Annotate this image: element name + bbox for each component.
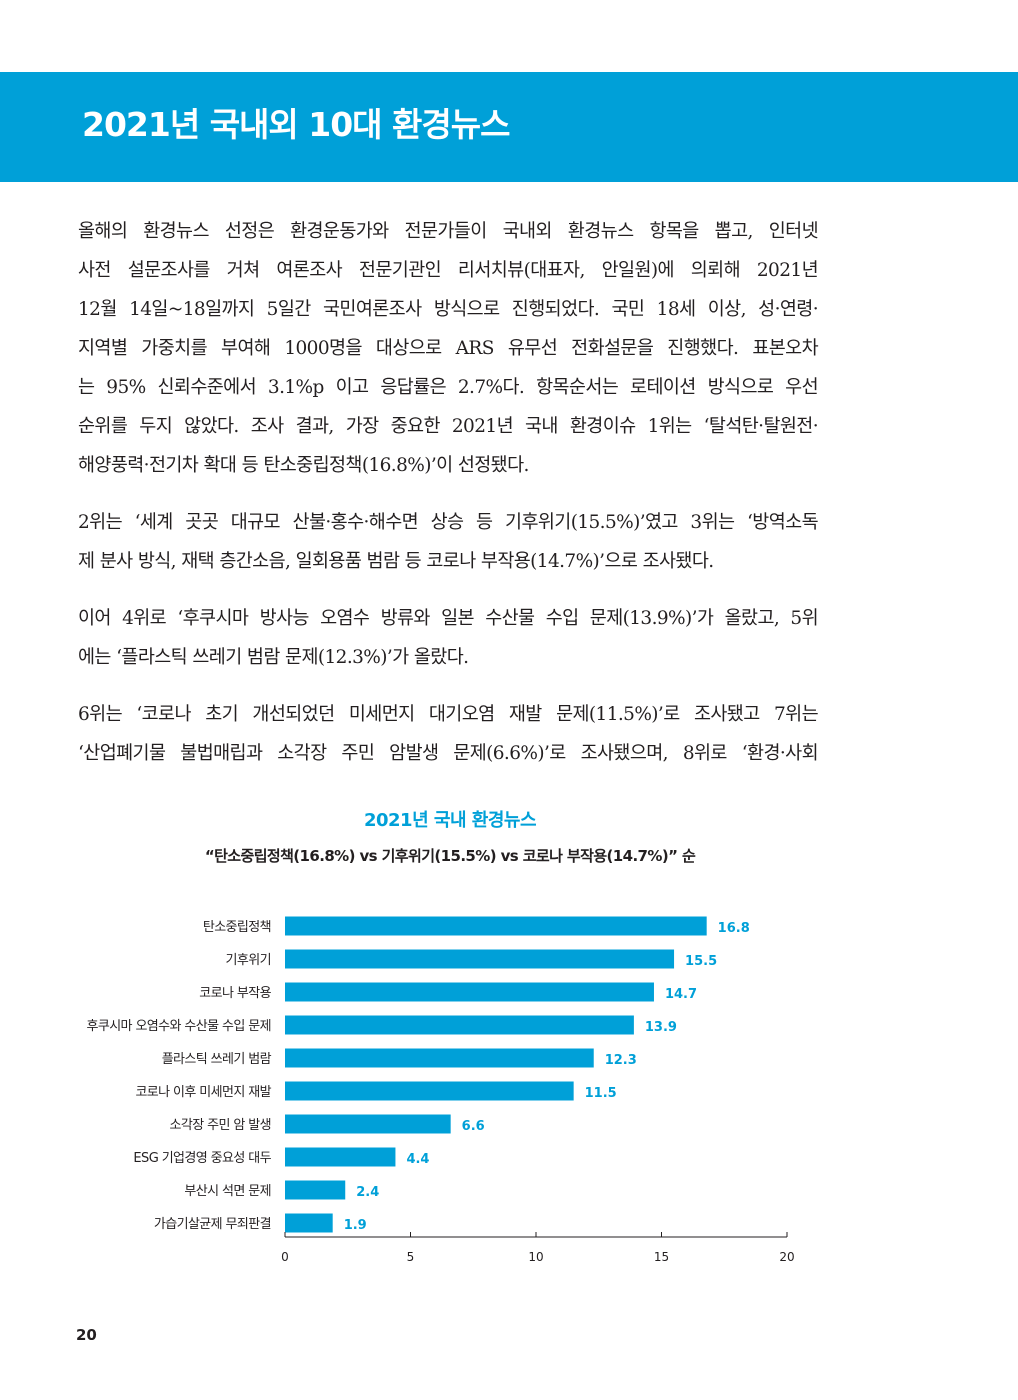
- category-label: 후쿠시마 오염수와 수산물 수입 문제: [86, 1019, 271, 1034]
- bar-chart: 탄소중립정책 16.8 기후위기 15.5 코로나 부작용 14.7 후쿠시마 오염수와 수…: [86, 916, 795, 1264]
- data-label: 16.8: [718, 921, 750, 936]
- x-tick-label: 15: [654, 1250, 669, 1264]
- bar: [285, 1114, 451, 1134]
- bar: [285, 1147, 396, 1167]
- paragraph: 이어 4위로 ‘후쿠시마 방사능 오염수 방류와 일본 수산물 수입 문제(13…: [78, 599, 819, 677]
- category-label: 가습기살균제 무죄판결: [154, 1217, 271, 1232]
- chart-subtitle: “탄소중립정책(16.8%) vs 기후위기(15.5%) vs 코로나 부작용…: [204, 847, 696, 865]
- data-label: 13.9: [645, 1020, 677, 1035]
- page-title: 2021년 국내외 10대 환경뉴스: [82, 105, 510, 144]
- text-line: 제 분사 방식, 재택 층간소음, 일회용품 범람 등 코로나 부작용(14.7…: [78, 551, 714, 572]
- data-label: 11.5: [585, 1086, 617, 1101]
- x-tick-label: 10: [528, 1250, 543, 1264]
- bar: [285, 916, 707, 936]
- text-line: 해양풍력·전기차 확대 등 탄소중립정책(16.8%)’이 선정됐다.: [78, 455, 529, 476]
- x-tick-label: 0: [281, 1250, 289, 1264]
- bar: [285, 1213, 333, 1233]
- data-label: 12.3: [605, 1053, 637, 1068]
- data-label: 15.5: [685, 954, 717, 969]
- text-line: 순위를 두지 않았다. 조사 결과, 가장 중요한 2021년 국내 환경이슈 …: [78, 416, 819, 437]
- category-label: 탄소중립정책: [203, 920, 271, 935]
- bar: [285, 1180, 346, 1200]
- data-label: 2.4: [356, 1185, 379, 1200]
- x-tick-label: 20: [779, 1250, 794, 1264]
- bar: [285, 949, 675, 969]
- text-line: 2위는 ‘세계 곳곳 대규모 산불·홍수·해수면 상승 등 기후위기(15.5%…: [78, 512, 819, 533]
- article-body: 올해의 환경뉴스 선정은 환경운동가와 전문가들이 국내외 환경뉴스 항목을 뽑…: [78, 212, 819, 791]
- title-banner: 2021년 국내외 10대 환경뉴스: [0, 72, 1018, 182]
- category-label: 부산시 석면 문제: [184, 1184, 271, 1199]
- data-label: 14.7: [665, 987, 697, 1002]
- text-line: ‘산업폐기물 불법매립과 소각장 주민 암발생 문제(6.6%)’로 조사됐으며…: [78, 743, 819, 764]
- category-label: 코로나 이후 미세먼지 재발: [135, 1085, 271, 1100]
- text-line: 6위는 ‘코로나 초기 개선되었던 미세먼지 대기오염 재발 문제(11.5%)…: [78, 704, 819, 725]
- data-label: 1.9: [344, 1218, 367, 1233]
- text-line: 지역별 가중치를 부여해 1000명을 대상으로 ARS 유무선 전화설문을 진…: [78, 338, 819, 359]
- paragraph: 2위는 ‘세계 곳곳 대규모 산불·홍수·해수면 상승 등 기후위기(15.5%…: [78, 503, 819, 581]
- bar: [285, 1048, 594, 1068]
- page-number: 20: [76, 1326, 97, 1344]
- data-label: 4.4: [406, 1152, 429, 1167]
- category-label: 코로나 부작용: [199, 986, 271, 1001]
- text-line: 이어 4위로 ‘후쿠시마 방사능 오염수 방류와 일본 수산물 수입 문제(13…: [78, 608, 819, 629]
- category-label: ESG 기업경영 중요성 대두: [133, 1151, 271, 1166]
- text-line: 는 95% 신뢰수준에서 3.1%p 이고 응답률은 2.7%다. 항목순서는 …: [78, 377, 819, 398]
- text-line: 올해의 환경뉴스 선정은 환경운동가와 전문가들이 국내외 환경뉴스 항목을 뽑…: [78, 221, 819, 242]
- paragraph: 6위는 ‘코로나 초기 개선되었던 미세먼지 대기오염 재발 문제(11.5%)…: [78, 695, 819, 773]
- chart-title: 2021년 국내 환경뉴스: [363, 810, 537, 831]
- text-line: 에는 ‘플라스틱 쓰레기 범람 문제(12.3%)’가 올랐다.: [78, 647, 469, 668]
- category-label: 플라스틱 쓰레기 범람: [162, 1052, 272, 1067]
- data-label: 6.6: [462, 1119, 485, 1134]
- bar: [285, 1015, 634, 1035]
- bar: [285, 1081, 574, 1101]
- text-line: 12월 14일~18일까지 5일간 국민여론조사 방식으로 진행되었다. 국민 …: [78, 299, 819, 320]
- text-line: 사전 설문조사를 거쳐 여론조사 전문기관인 리서치뷰(대표자, 안일원)에 의…: [78, 260, 819, 281]
- category-label: 기후위기: [226, 953, 271, 968]
- category-label: 소각장 주민 암 발생: [170, 1118, 271, 1133]
- paragraph: 올해의 환경뉴스 선정은 환경운동가와 전문가들이 국내외 환경뉴스 항목을 뽑…: [78, 212, 819, 485]
- x-tick-label: 5: [407, 1250, 415, 1264]
- bar: [285, 982, 654, 1002]
